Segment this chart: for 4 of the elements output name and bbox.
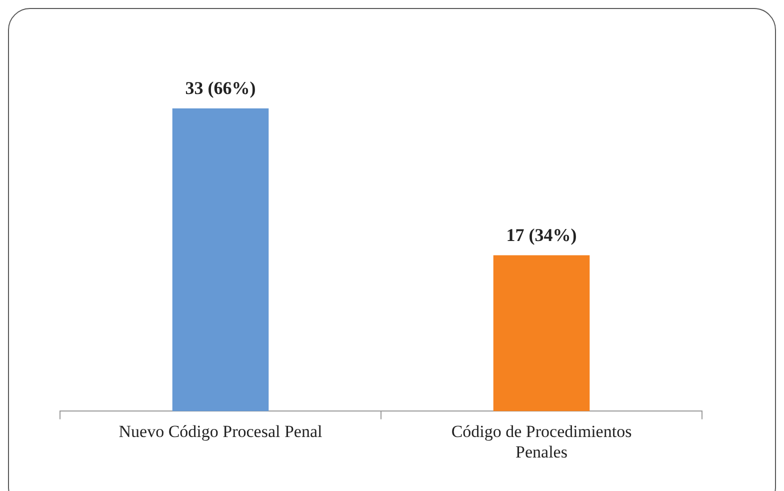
- data-label: 17 (34%): [506, 224, 577, 245]
- x-tick-label: Nuevo Código Procesal Penal: [118, 422, 323, 441]
- data-label: 33 (66%): [185, 78, 256, 98]
- x-tick-label: Código de Procedimientos Penales: [451, 422, 632, 462]
